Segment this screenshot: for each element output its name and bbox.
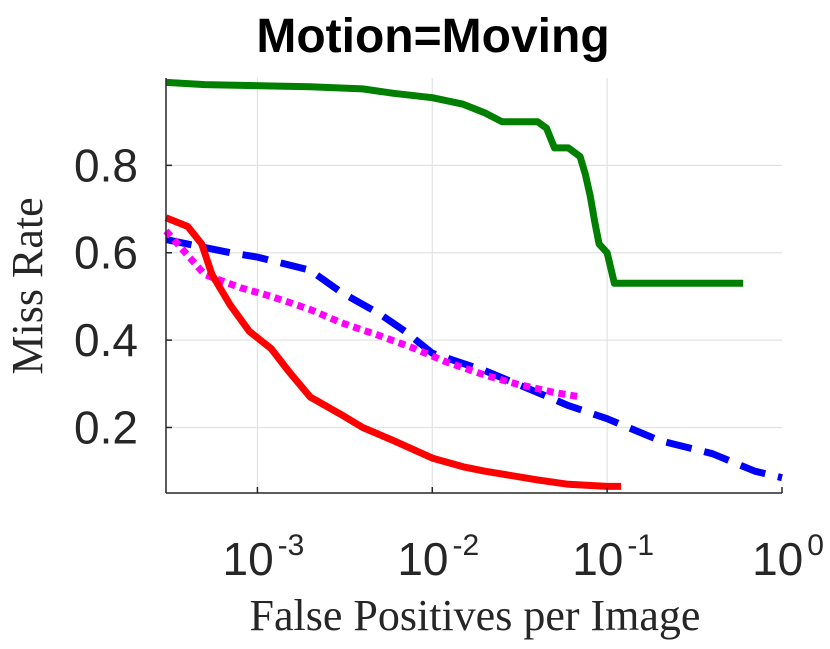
x-tick-exponent: 0 [807, 529, 824, 562]
x-tick-base: 10 [397, 533, 448, 585]
x-tick-base: 10 [222, 533, 273, 585]
y-tick-label: 0.2 [74, 401, 138, 453]
chart-title: Motion=Moving [256, 10, 609, 63]
series-line-1 [165, 236, 783, 482]
y-tick-label: 0.6 [74, 227, 138, 279]
x-tick-exponent: -2 [453, 529, 480, 562]
x-axis-label: False Positives per Image [250, 591, 701, 640]
series-line-2 [163, 228, 581, 401]
x-tick-base: 10 [572, 533, 623, 585]
grid [166, 78, 782, 493]
y-axis-label: Miss Rate [3, 197, 52, 374]
series-line-0 [165, 78, 744, 287]
x-tick-base: 10 [752, 533, 803, 585]
x-tick-label: 10 -3 [222, 529, 304, 585]
ticks: 10 -3 10 -2 10 -1 10 00.20.40.60.8 [74, 139, 824, 585]
plot-area [163, 78, 783, 490]
x-tick-exponent: -1 [627, 529, 654, 562]
axes [165, 78, 782, 494]
x-tick-label: 10 -1 [572, 529, 654, 585]
y-tick-label: 0.8 [74, 139, 138, 191]
x-tick-label: 10 -2 [397, 529, 479, 585]
series-line-3 [164, 214, 621, 490]
x-tick-label: 10 0 [752, 529, 824, 585]
y-tick-label: 0.4 [74, 314, 138, 366]
x-tick-exponent: -3 [278, 529, 305, 562]
